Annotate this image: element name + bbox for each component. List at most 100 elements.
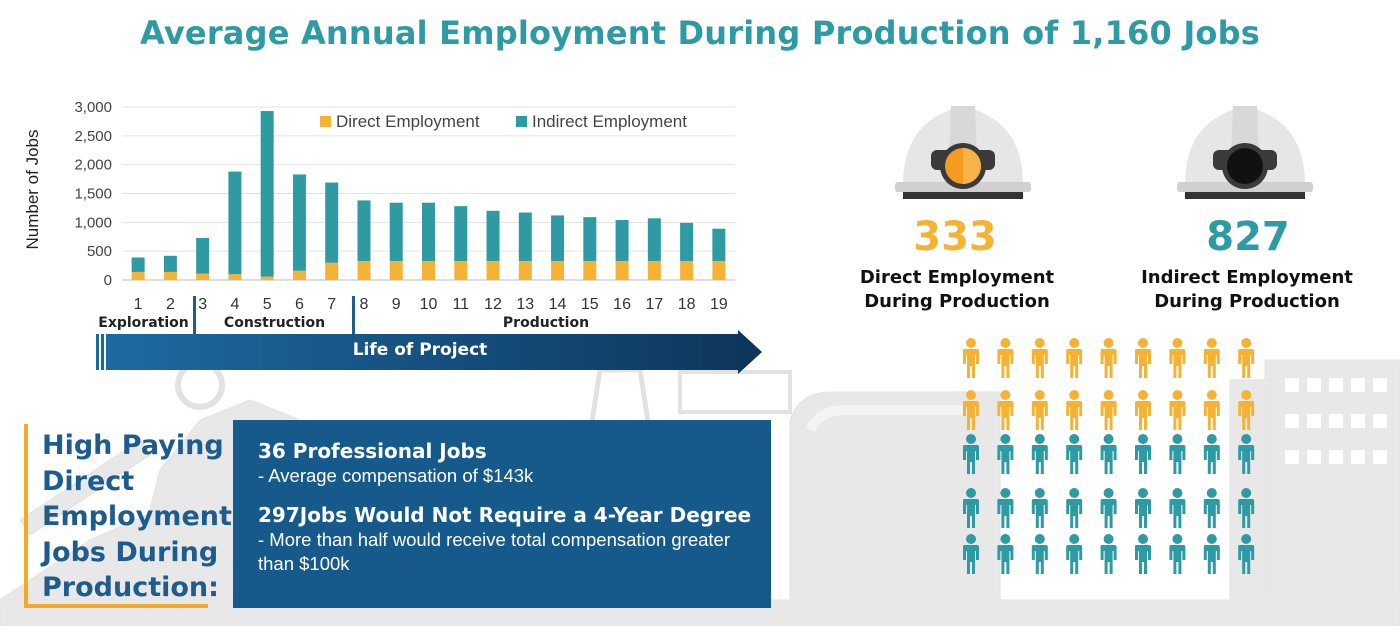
person-icon [1238,488,1255,528]
y-tick-label: 2,500 [74,128,112,145]
hard-hat-black-lamp-icon [1177,106,1313,199]
bar-direct [228,274,242,280]
person-icon [1238,338,1255,378]
x-tick-label: 2 [166,296,175,313]
person-icon [1238,534,1255,574]
y-tick-label: 3,000 [74,99,112,116]
person-icon [1100,434,1117,474]
phase-separator-exploration [193,296,196,334]
person-icon [1066,434,1083,474]
person-icon [1100,338,1117,378]
bar-indirect [518,212,532,261]
bar-indirect [292,174,306,271]
bar-direct [615,260,629,280]
person-icon [1100,390,1117,430]
person-icon [1169,390,1186,430]
bar-indirect [196,237,210,274]
person-icon [1169,434,1186,474]
bar-direct [163,271,177,280]
x-tick-label: 12 [484,296,502,313]
y-tick-label: 1,000 [74,214,112,231]
x-tick-label: 7 [327,296,336,313]
life-of-project-arrow [96,330,762,374]
bar-indirect [615,220,629,261]
bar-direct [551,260,565,280]
bar-indirect [647,218,661,261]
person-icon [997,390,1014,430]
person-icon [963,390,979,430]
x-tick-label: 10 [420,296,438,313]
person-icon [1135,534,1151,574]
high-paying-info-box: 36 Professional Jobs - Average compensat… [233,420,771,608]
y-tick-label: 1,500 [74,186,112,203]
x-tick-label: 13 [516,296,534,313]
no-degree-jobs-title: 297Jobs Would Not Require a 4-Year Degre… [258,503,752,527]
bar-indirect [357,200,371,261]
x-tick-label: 3 [198,296,207,313]
bar-direct [647,260,661,280]
person-icon [1203,488,1220,528]
bar-indirect [454,206,468,261]
y-axis-label: Number of Jobs [23,130,42,250]
indirect-employment-label-line2: During Production [1154,291,1340,312]
no-degree-jobs-desc: - More than half would receive total com… [258,529,731,574]
bar-direct [389,260,403,280]
x-tick-label: 11 [452,296,469,313]
direct-employment-label-line1: Direct Employment [859,267,1055,288]
person-icon [963,338,979,378]
person-icon [963,434,979,474]
bar-indirect [712,228,726,261]
person-icon [1238,390,1255,430]
person-icon [1066,390,1083,430]
x-tick-label: 16 [613,296,631,313]
x-tick-label: 17 [645,296,663,313]
bar-indirect [228,171,242,275]
employment-bar-chart: 3,000 2,500 2,000 1,500 1,000 500 0 Number of J… [23,99,735,313]
bar-indirect [486,210,500,261]
bar-direct [454,260,468,280]
person-icon [1135,434,1151,474]
x-tick-label: 19 [710,296,728,313]
bar-direct [422,260,435,280]
person-icon [1135,338,1151,378]
person-icon [963,488,979,528]
person-icon [963,534,979,574]
timeline-label: Life of Project [352,340,488,360]
person-icon [1238,434,1255,474]
bar-indirect [260,111,274,277]
bar-direct [712,260,726,280]
bar-direct [325,262,339,280]
bar-indirect [131,257,145,272]
bar-indirect [680,222,694,261]
person-icon [997,534,1014,574]
x-tick-label: 4 [230,296,239,313]
legend-swatch [320,116,331,127]
person-icon [1203,390,1220,430]
indirect-employment-label-line1: Indirect Employment [1141,267,1353,288]
bar-indirect [389,202,403,261]
high-paying-bracket [24,424,208,608]
bar-direct [131,271,145,280]
person-icon [1169,534,1186,574]
bar-direct [196,273,210,280]
person-icon [1066,488,1083,528]
person-icon [1066,338,1083,378]
person-icon [1031,338,1048,378]
person-icon [1031,390,1048,430]
y-tick-label: 2,000 [74,157,112,174]
x-tick-label: 18 [678,296,696,313]
bar-direct [260,276,274,280]
person-icon [1169,338,1186,378]
person-icon [1100,488,1117,528]
bar-indirect [325,182,339,263]
legend-swatch [516,116,527,127]
y-tick-label: 0 [104,272,112,289]
indirect-employment-label: Indirect Employment During Production [1117,266,1377,314]
people-grid [963,338,1255,574]
bar-indirect [551,215,565,261]
bar-direct [583,260,597,280]
page-title: Average Annual Employment During Product… [140,14,1260,52]
phase-label-production: Production [502,315,590,331]
bar-direct [680,260,694,280]
